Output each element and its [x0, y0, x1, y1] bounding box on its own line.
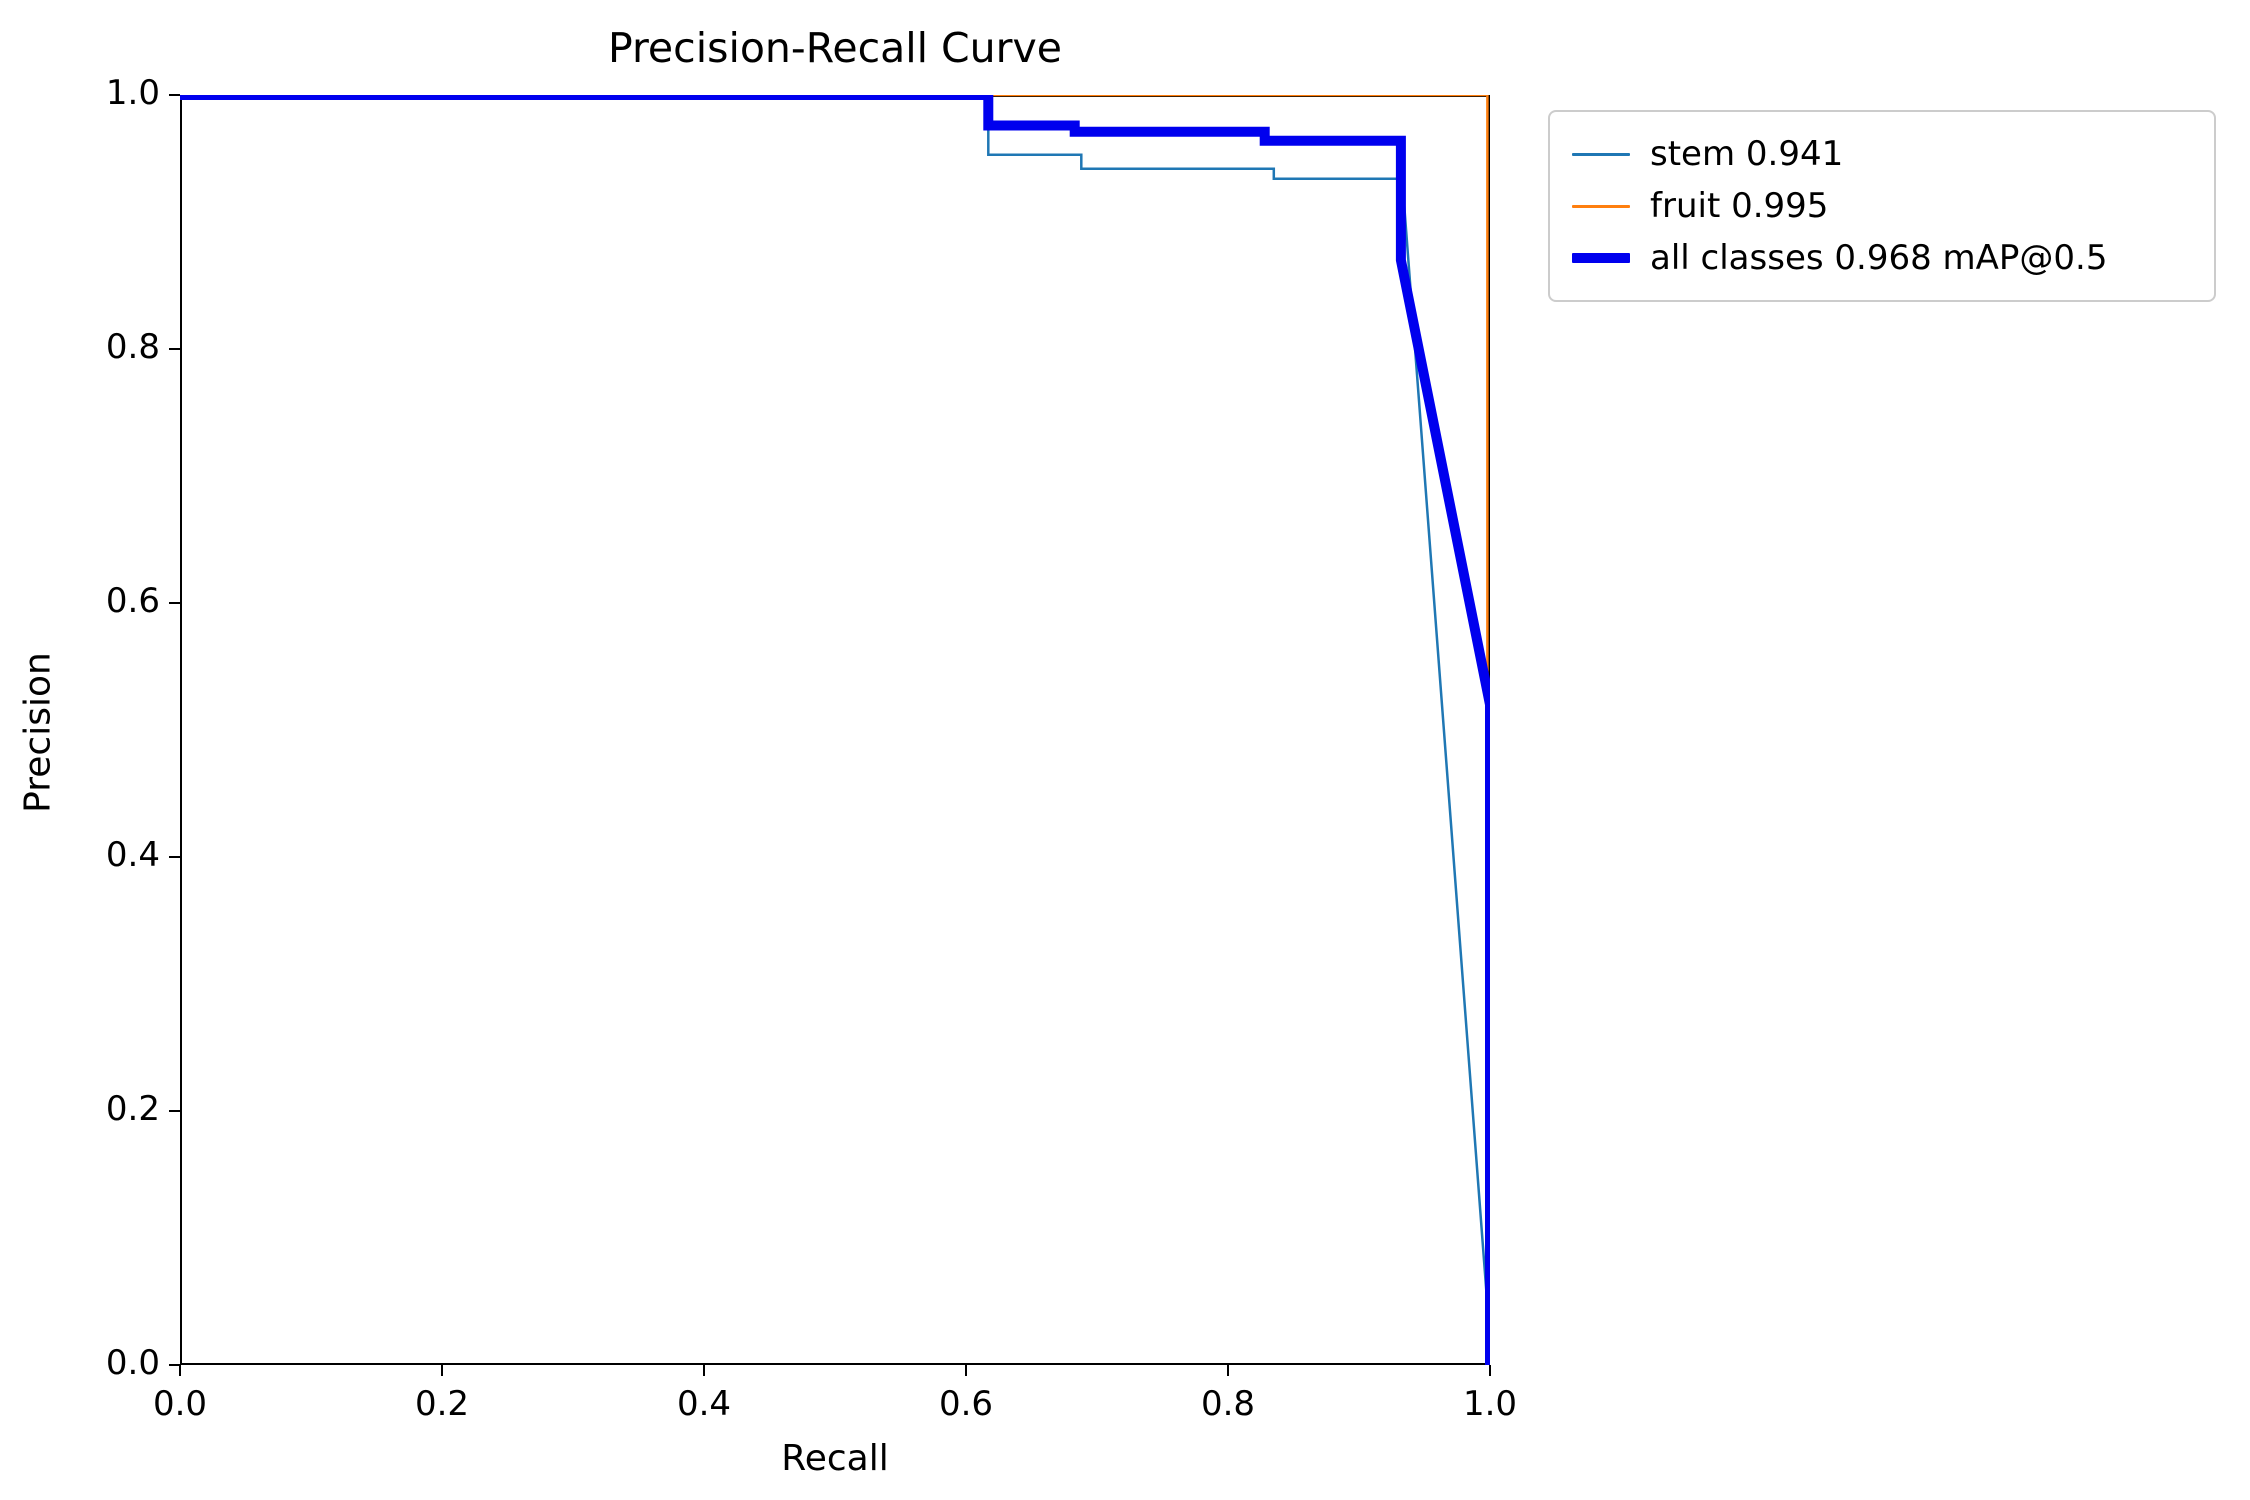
legend-line-sample-all-classes	[1572, 253, 1630, 263]
y-tick-label: 0.0	[105, 1343, 160, 1383]
plot-canvas	[180, 95, 1490, 1365]
x-tick-mark	[441, 1365, 443, 1376]
series-line-fruit	[180, 95, 1489, 1365]
y-tick-mark	[169, 1364, 180, 1366]
y-tick-label: 1.0	[105, 73, 160, 113]
x-tick-label: 0.8	[1200, 1384, 1256, 1424]
x-axis-label: Recall	[781, 1438, 889, 1479]
chart-title: Precision-Recall Curve	[607, 24, 1063, 72]
y-tick-label: 0.2	[105, 1089, 160, 1129]
x-tick-label: 0.6	[938, 1384, 994, 1424]
x-tick-mark	[703, 1365, 705, 1376]
x-tick-label: 0.4	[676, 1384, 732, 1424]
legend-entry-fruit: fruit 0.995	[1572, 180, 2192, 232]
legend-label-all-classes: all classes 0.968 mAP@0.5	[1650, 238, 2108, 278]
legend: stem 0.941 fruit 0.995 all classes 0.968…	[1548, 110, 2216, 302]
y-tick-mark	[169, 94, 180, 96]
series-line-stem	[180, 95, 1490, 1365]
y-axis-label: Precision	[17, 652, 59, 813]
x-tick-mark	[1489, 1365, 1491, 1376]
y-tick-label: 0.4	[105, 835, 160, 875]
legend-line-sample-fruit	[1572, 204, 1630, 208]
x-tick-label: 0.2	[414, 1384, 470, 1424]
legend-entry-stem: stem 0.941	[1572, 128, 2192, 180]
y-tick-label: 0.8	[105, 327, 160, 367]
plot-area	[180, 95, 1490, 1365]
x-tick-mark	[179, 1365, 181, 1376]
y-tick-label: 0.6	[105, 581, 160, 621]
series-line-all-classes	[180, 95, 1490, 1365]
x-tick-mark	[965, 1365, 967, 1376]
y-tick-mark	[169, 348, 180, 350]
x-tick-mark	[1227, 1365, 1229, 1376]
y-tick-mark	[169, 856, 180, 858]
x-tick-label: 0.0	[152, 1384, 208, 1424]
x-tick-label: 1.0	[1462, 1384, 1518, 1424]
legend-line-sample-stem	[1572, 152, 1630, 156]
y-tick-mark	[169, 1110, 180, 1112]
legend-label-fruit: fruit 0.995	[1650, 186, 1829, 226]
legend-label-stem: stem 0.941	[1650, 134, 1844, 174]
plot-border	[180, 95, 1490, 1365]
legend-entry-all-classes: all classes 0.968 mAP@0.5	[1572, 232, 2192, 284]
y-tick-mark	[169, 602, 180, 604]
